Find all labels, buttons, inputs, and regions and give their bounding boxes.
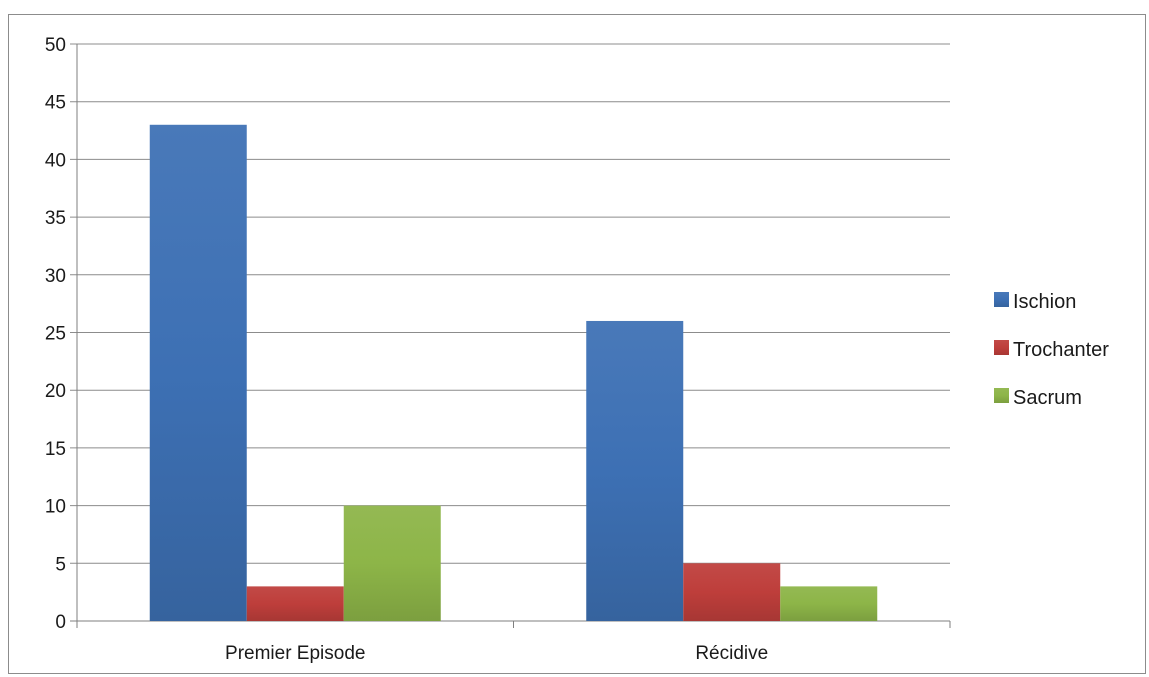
x-category-label: Premier Episode [225, 643, 365, 664]
legend-swatch-sacrum [994, 388, 1009, 403]
legend-label-sacrum: Sacrum [1013, 387, 1082, 409]
y-tick-label: 10 [45, 497, 66, 518]
y-tick-label: 0 [55, 612, 66, 633]
bar-sacrum-1 [780, 586, 878, 621]
axes: 0 5 10 15 20 25 30 35 40 45 50 Premier Episode Récid… [45, 35, 951, 664]
y-tick-label: 45 [45, 93, 66, 114]
legend-label-ischion: Ischion [1013, 291, 1076, 313]
legend-label-trochanter: Trochanter [1013, 339, 1109, 361]
bar-ischion-1 [586, 320, 684, 621]
legend-swatch-trochanter [994, 340, 1009, 355]
bar-trochanter-1 [683, 563, 781, 621]
x-category-label: Récidive [695, 643, 768, 664]
legend-swatch-ischion [994, 292, 1009, 307]
y-tick-label: 40 [45, 150, 66, 171]
bar-sacrum-0 [343, 505, 441, 621]
y-tick-label: 30 [45, 266, 66, 287]
bars [149, 124, 878, 621]
y-tick-label: 35 [45, 208, 66, 229]
legend: Ischion Trochanter Sacrum [994, 291, 1109, 409]
y-tick-label: 25 [45, 324, 66, 345]
y-tick-label: 5 [55, 554, 66, 575]
y-tick-label: 20 [45, 381, 66, 402]
bar-trochanter-0 [246, 586, 344, 621]
bar-ischion-0 [149, 124, 247, 621]
y-tick-label: 15 [45, 439, 66, 460]
y-tick-label: 50 [45, 35, 66, 56]
